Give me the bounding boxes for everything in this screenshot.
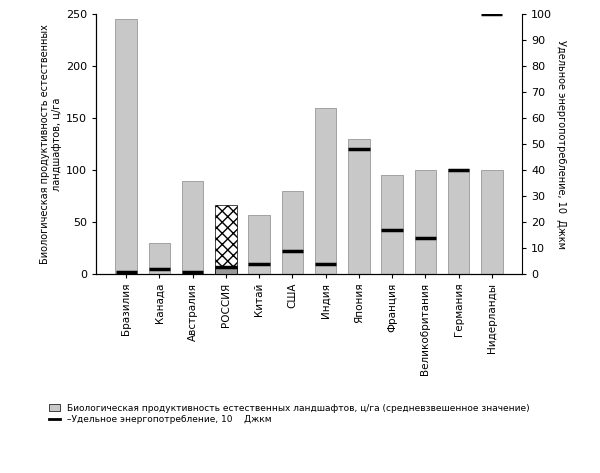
Y-axis label: Биологическая продуктивность естественных
ландшафтов, ц/га: Биологическая продуктивность естественны… [40,24,62,264]
Bar [315,108,337,274]
Bar [481,170,503,274]
Bar [248,215,270,274]
Y-axis label: Удельное энергопотребление, 10  Джкм: Удельное энергопотребление, 10 Джкм [556,40,566,249]
Bar [348,139,370,274]
Bar [215,266,236,274]
Bar [182,181,203,274]
Bar [281,191,303,274]
Bar [115,19,137,274]
Bar [415,170,436,274]
Bar [448,169,469,274]
Bar [149,243,170,274]
Bar [382,175,403,274]
Legend: Биологическая продуктивность естественных ландшафтов, ц/га (средневзвешенное зна: Биологическая продуктивность естественны… [49,404,530,424]
Bar [215,205,236,274]
